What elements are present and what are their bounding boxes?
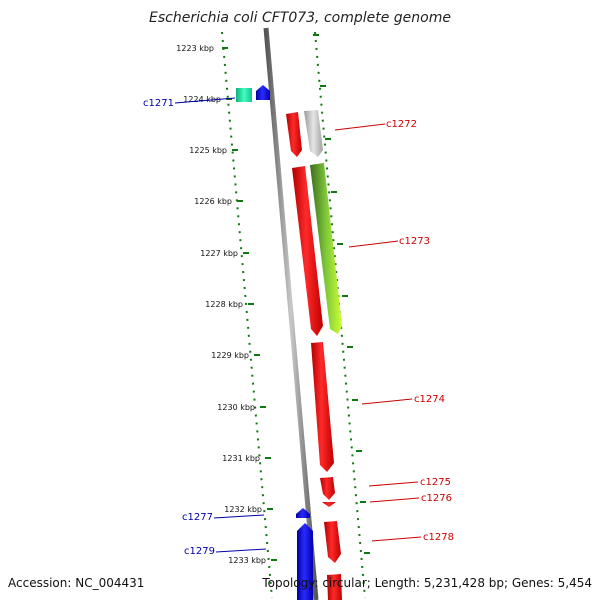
gene-label-c1275[interactable]: c1275 <box>420 477 451 488</box>
genes-value: 5,454 <box>557 576 592 590</box>
gene-c1276-arrow[interactable] <box>322 502 336 507</box>
gene-c1275-arrow[interactable] <box>320 477 335 500</box>
tick-1233: 1233 kbp <box>228 556 277 565</box>
tick-label: 1224 kbp <box>183 95 221 104</box>
tick-1229: 1229 kbp <box>211 351 260 360</box>
gene-label-c1271[interactable]: c1271 <box>143 98 174 109</box>
tick-label: 1233 kbp <box>228 556 266 565</box>
tick-label: 1223 kbp <box>176 44 214 53</box>
tick-label: 1230 kbp <box>217 403 255 412</box>
genes-prefix: ; Genes: <box>504 576 558 590</box>
tick-1227: 1227 kbp <box>200 249 249 258</box>
gene-c1271-arrow[interactable] <box>256 85 270 100</box>
gene-label-c1279[interactable]: c1279 <box>184 546 215 557</box>
accession-text: Accession: NC_004431 <box>8 576 145 590</box>
genome-axis <box>263 27 319 600</box>
tick-1230: 1230 kbp <box>217 403 266 412</box>
tick-1232: 1232 kbp <box>224 505 273 514</box>
tick-label: 1225 kbp <box>189 146 227 155</box>
tick-label: 1228 kbp <box>205 300 243 309</box>
topology-text: Topology: circular; Length: <box>262 576 424 590</box>
tick-1231: 1231 kbp <box>222 454 271 463</box>
gene-c1274-arrow[interactable] <box>311 342 334 472</box>
gene-c1271-block[interactable] <box>236 88 252 102</box>
tick-1228: 1228 kbp <box>205 300 254 309</box>
gene-c1273-shade <box>310 163 342 334</box>
leader-lines <box>174 97 422 553</box>
gene-c1277-arrow[interactable] <box>296 508 310 518</box>
gene-c1272-arrow[interactable] <box>286 112 302 157</box>
outer-dotted-ring <box>314 31 366 599</box>
gene-c1278-arrow[interactable] <box>324 521 341 563</box>
outer-ring-ticks <box>313 34 370 554</box>
gene-label-c1278[interactable]: c1278 <box>423 532 454 543</box>
tick-label: 1231 kbp <box>222 454 260 463</box>
tick-label: 1227 kbp <box>200 249 238 258</box>
tick-1225: 1225 kbp <box>189 146 238 155</box>
gene-label-c1272[interactable]: c1272 <box>386 119 417 130</box>
genome-summary: Topology: circular; Length: 5,231,428 bp… <box>262 576 592 590</box>
gene-c1273-arrow[interactable] <box>292 166 323 336</box>
gene-c1280-arrow[interactable] <box>327 574 342 600</box>
length-value: 5,231,428 bp <box>423 576 504 590</box>
map-title: Escherichia coli CFT073, complete genome <box>149 10 451 26</box>
tick-label: 1232 kbp <box>224 505 262 514</box>
gene-label-c1276[interactable]: c1276 <box>421 493 452 504</box>
tick-1226: 1226 kbp <box>194 197 243 206</box>
tick-label: 1226 kbp <box>194 197 232 206</box>
gene-label-c1274[interactable]: c1274 <box>414 394 445 405</box>
inner-dotted-ring <box>221 31 273 599</box>
tick-1223: 1223 kbp <box>176 44 228 53</box>
gene-c1279-arrow[interactable] <box>297 523 313 600</box>
gene-label-c1277[interactable]: c1277 <box>182 512 213 523</box>
tick-label: 1229 kbp <box>211 351 249 360</box>
gene-c1272-shade <box>304 110 323 157</box>
tick-1224: 1224 kbp <box>183 95 232 104</box>
gene-label-c1273[interactable]: c1273 <box>399 236 430 247</box>
